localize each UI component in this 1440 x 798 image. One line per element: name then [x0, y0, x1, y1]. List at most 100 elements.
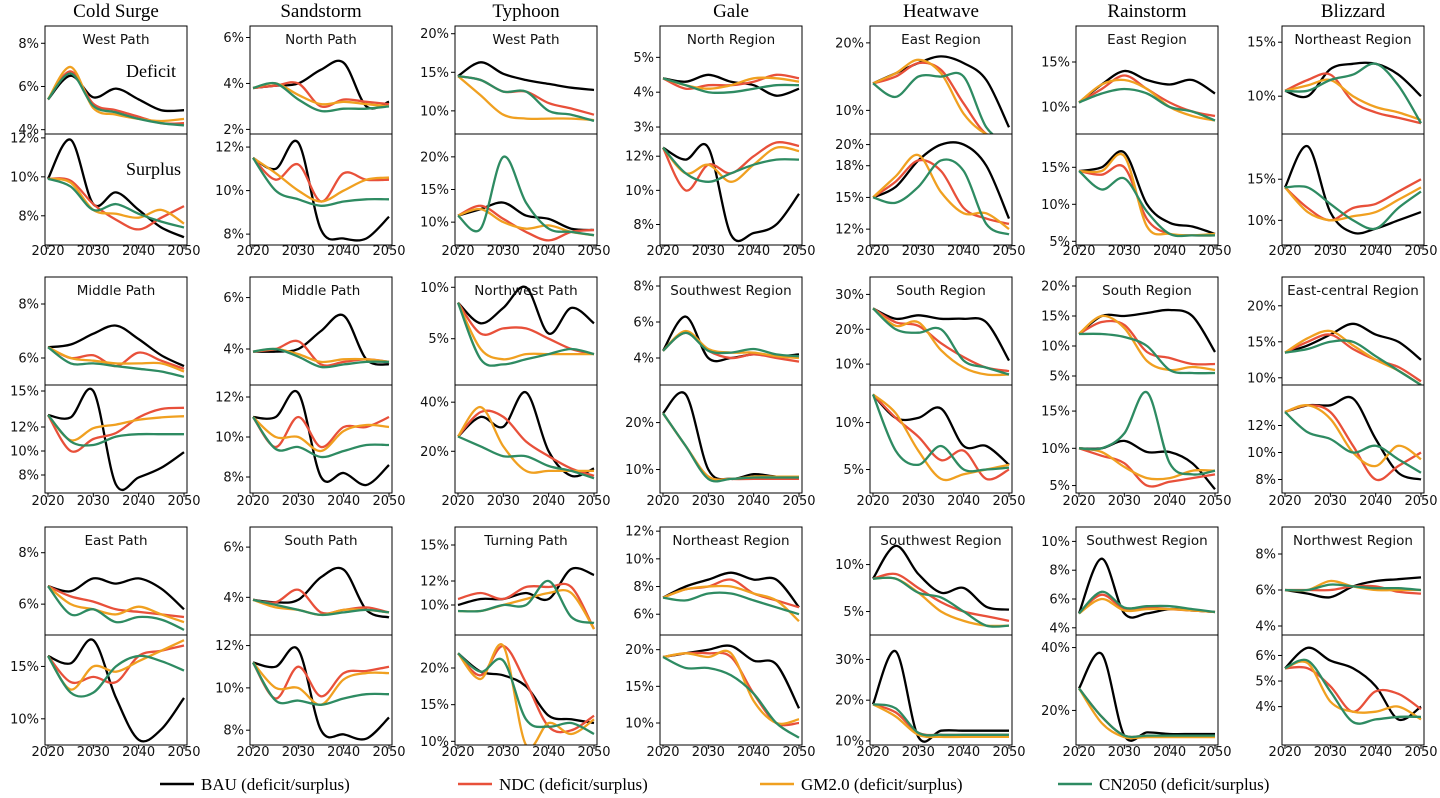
series-line-bau: [47, 324, 185, 368]
series-group: [457, 61, 595, 123]
series-line-bau: [457, 566, 595, 607]
series-line-cn2050: [1284, 62, 1422, 124]
series-line-cn2050: [1078, 87, 1216, 122]
y-tick-label: 12%: [215, 391, 244, 406]
y-tick-label: 4%: [223, 77, 244, 92]
y-tick-label: 12%: [625, 150, 654, 165]
series-group: [47, 324, 185, 379]
series-group: [662, 571, 800, 623]
series-line-ndc: [662, 412, 799, 481]
x-tick-label: 2020: [646, 745, 679, 760]
panel: 10% 15% 5% 10% 15% East Region 2020 2030 2040 205…: [1041, 25, 1232, 259]
series-group: [662, 315, 800, 363]
x-tick-label: 2050: [372, 494, 405, 509]
x-tick-label: 2020: [1062, 244, 1095, 259]
series-line-ndc: [47, 406, 185, 453]
series-line-gm20: [662, 649, 800, 725]
panel-frame: [44, 526, 188, 746]
x-tick-label: 2030: [1314, 745, 1347, 760]
series-line-cn2050: [252, 598, 390, 617]
series-line-bau: [47, 577, 185, 611]
y-tick-label: 5%: [1049, 235, 1070, 250]
panel-title: Turning Path: [483, 533, 567, 549]
series-line-gm20: [1284, 78, 1422, 122]
x-tick-label: 2030: [902, 745, 935, 760]
panel-frame: [454, 25, 598, 246]
legend-label: CN2050 (deficit/surplus): [1099, 775, 1269, 794]
series-line-gm20: [457, 75, 595, 122]
series-line-bau: [1284, 395, 1422, 481]
y-tick-label: 10%: [625, 717, 654, 732]
y-tick-label: 6%: [1049, 593, 1070, 608]
x-tick-label: 2020: [441, 494, 474, 509]
panel: 3% 4% 5% 8% 10% 12% North Region 2020 2030 2040 20…: [625, 25, 816, 259]
series-line-bau: [457, 61, 595, 92]
y-tick-label: 6%: [633, 316, 654, 331]
panel: 10% 15% 20% 10% 15% 20% West Path 2020 2030 2040 2…: [420, 25, 611, 259]
y-tick-label: 12%: [215, 639, 244, 654]
series-line-cn2050: [252, 347, 390, 369]
y-tick-label: 20%: [835, 36, 864, 51]
series-line-cn2050: [252, 157, 390, 207]
y-tick-label: 8%: [223, 228, 244, 243]
x-tick-label: 2050: [167, 745, 200, 760]
x-tick-label: 2050: [1198, 745, 1231, 760]
panel: 10% 15% 20% 8% 10% 12% East-central Region 2020…: [1247, 276, 1438, 509]
y-tick-label: 10%: [420, 216, 449, 231]
panel: 6% 8% 8% 10% 12% 15% Middle Path 2020 2030 2040 20…: [10, 276, 201, 509]
y-tick-label: 2%: [223, 123, 244, 138]
series-group: [872, 141, 1011, 236]
series-line-cn2050: [47, 72, 185, 127]
x-tick-label: 2040: [122, 494, 155, 509]
panel: 5% 10% 10% 20% 30% Southwest Region 2020 2030 20…: [835, 526, 1026, 760]
series-line-cn2050: [872, 703, 1009, 737]
panel-title: East Region: [901, 32, 981, 48]
series-line-bau: [662, 143, 800, 243]
legend-label: NDC (deficit/surplus): [499, 775, 648, 794]
legend-item: BAU (deficit/surplus): [160, 775, 350, 794]
x-tick-label: 2040: [1359, 494, 1392, 509]
x-tick-label: 2030: [487, 494, 520, 509]
x-tick-label: 2030: [77, 494, 110, 509]
series-line-gm20: [872, 58, 990, 134]
x-tick-label: 2020: [646, 494, 679, 509]
x-tick-label: 2050: [992, 494, 1025, 509]
series-line-ndc: [47, 177, 185, 231]
x-tick-label: 2030: [902, 244, 935, 259]
y-tick-label: 8%: [18, 298, 39, 313]
panel: 4% 6% 8% 10% 12% Middle Path 2020 2030 2040 2050: [215, 276, 406, 509]
series-line-cn2050: [871, 393, 1010, 473]
x-tick-label: 2020: [1062, 745, 1095, 760]
series-line-cn2050: [47, 414, 184, 447]
y-tick-label: 5%: [1255, 675, 1276, 690]
x-tick-label: 2030: [692, 244, 725, 259]
series-line-gm20: [1078, 152, 1216, 237]
series-line-cn2050: [1078, 332, 1216, 375]
x-tick-label: 2050: [577, 244, 610, 259]
x-tick-label: 2040: [122, 745, 155, 760]
column-heatwave: Heatwave 10% 20% 12% 15% 18% 20% East Region 202…: [835, 1, 1025, 760]
y-tick-label: 10%: [625, 552, 654, 567]
x-tick-label: 2030: [1314, 494, 1347, 509]
x-tick-label: 2040: [947, 745, 980, 760]
x-tick-label: 2040: [532, 244, 565, 259]
series-line-bau: [662, 73, 800, 97]
series-group: [251, 646, 390, 741]
x-tick-label: 2050: [1404, 494, 1437, 509]
panel-title: Middle Path: [282, 283, 361, 299]
y-tick-label: 15%: [420, 698, 449, 713]
y-tick-label: 6%: [1255, 649, 1276, 664]
series-line-cn2050: [1284, 339, 1422, 385]
panel: 6% 8% 10% 12% 10% 15% 20% Northeast Region 2020 2…: [625, 525, 815, 760]
column-title: Typhoon: [492, 1, 560, 22]
series-group: [1078, 308, 1216, 375]
y-tick-label: 8%: [18, 37, 39, 52]
series-line-bau: [1077, 651, 1215, 742]
series-line-cn2050: [456, 302, 595, 367]
panel-frame: [249, 526, 393, 746]
panel: 6% 8% 10% 15% East Path 2020 2030 2040 2050: [10, 526, 201, 760]
column-typhoon: Typhoon 10% 15% 20% 10% 15% 20% West Path 2020 20…: [420, 1, 610, 760]
panel: 4% 6% 8% 8% 10% 12% West Path 2020 2030 2040 2050: [10, 25, 201, 259]
column-title: Rainstorm: [1107, 1, 1186, 22]
y-tick-label: 12%: [420, 575, 449, 590]
